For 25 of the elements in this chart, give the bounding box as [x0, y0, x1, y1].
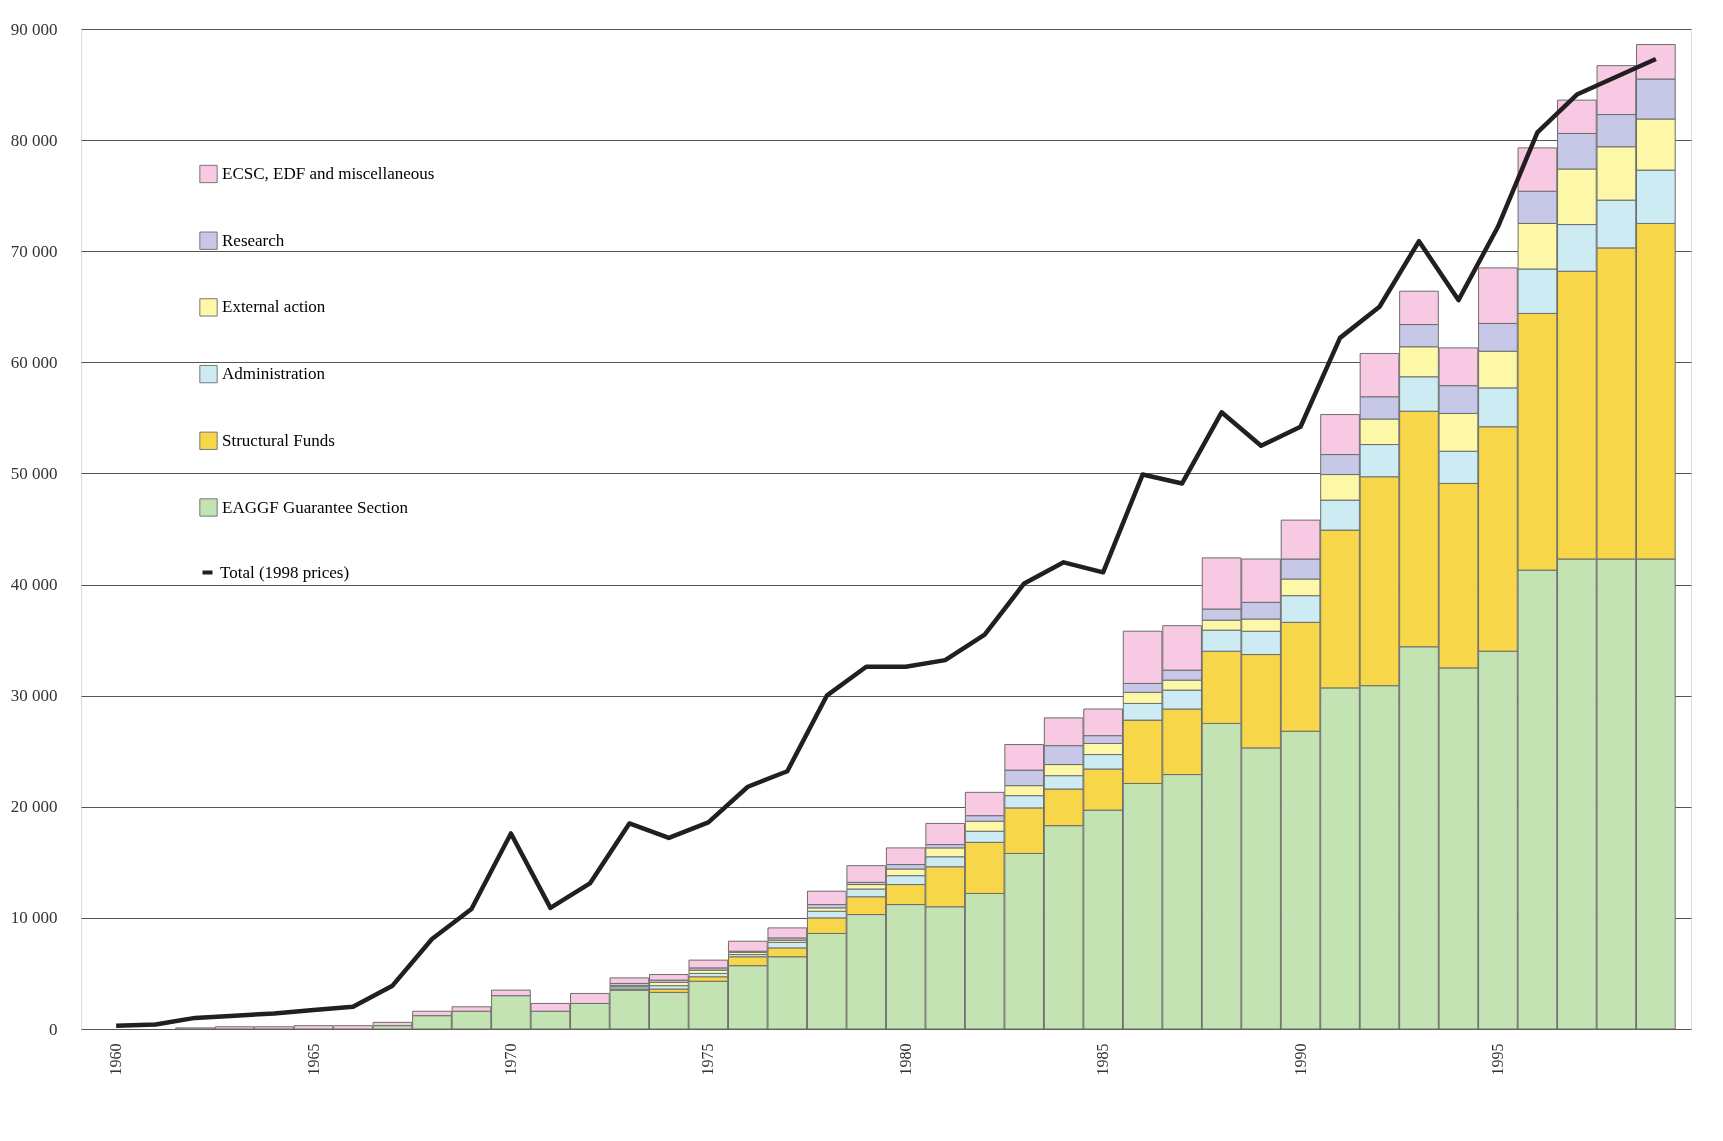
legend-label: Research	[222, 230, 285, 250]
legend-label: Structural Funds	[222, 430, 335, 450]
y-tick-label: 70 000	[10, 241, 58, 261]
y-tick-label: 20 000	[10, 797, 58, 817]
x-tick-label: 1975	[699, 1043, 717, 1076]
x-tick-label: 1970	[501, 1043, 519, 1076]
y-tick-label: 90 000	[10, 19, 58, 39]
y-tick-label: 40 000	[10, 575, 58, 595]
legend-label: Administration	[222, 364, 326, 384]
y-tick-label: 60 000	[10, 352, 58, 372]
x-tick-label: 1990	[1291, 1043, 1309, 1076]
x-tick-label: 1960	[107, 1043, 125, 1076]
legend-label: EAGGF Guarantee Section	[222, 497, 409, 517]
y-tick-label: 10 000	[10, 908, 58, 928]
y-tick-label: 80 000	[10, 130, 58, 150]
x-tick-label: 1980	[896, 1043, 914, 1076]
x-tick-label: 1995	[1488, 1043, 1506, 1076]
x-tick-label: 1985	[1094, 1043, 1112, 1076]
legend-label: Total (1998 prices)	[220, 562, 350, 582]
y-tick-label: 0	[49, 1019, 58, 1039]
y-tick-label: 30 000	[10, 686, 58, 706]
y-tick-label: 50 000	[10, 463, 58, 483]
legend-label: External action	[222, 297, 326, 317]
x-tick-label: 1965	[304, 1043, 322, 1076]
legend-label: ECSC, EDF and miscellaneous	[222, 164, 435, 183]
